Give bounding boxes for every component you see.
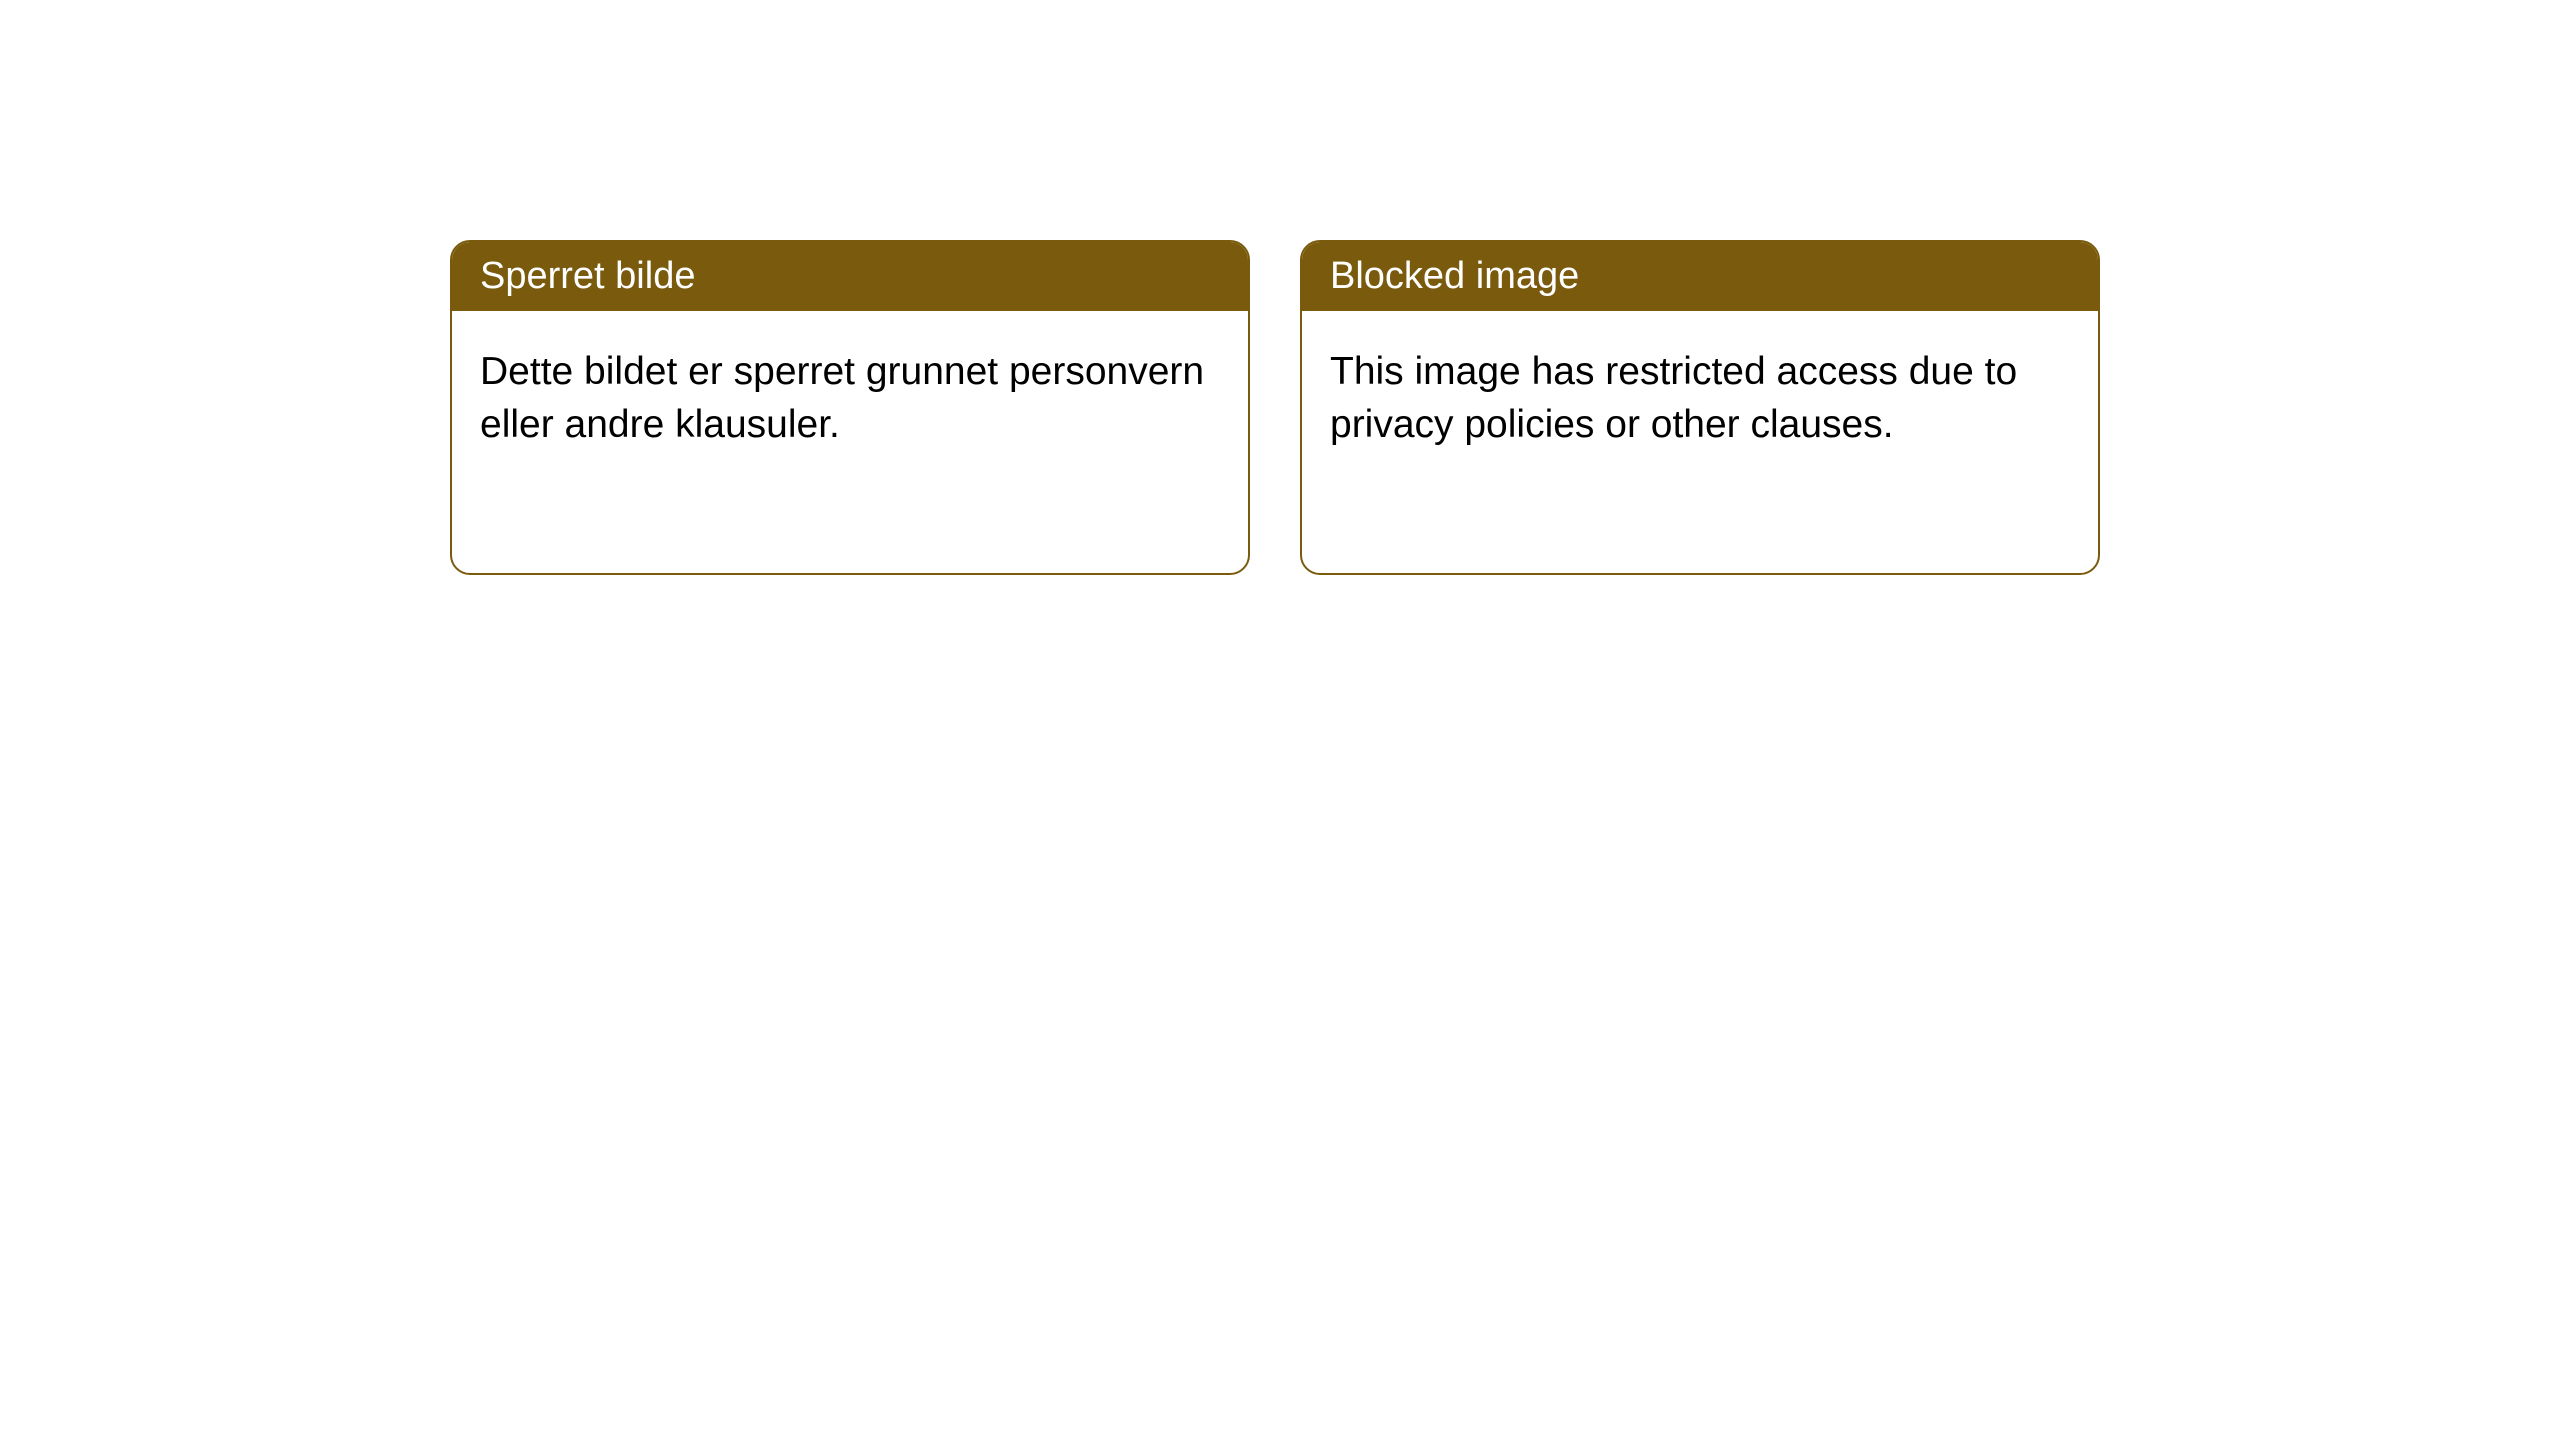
card-body: Dette bildet er sperret grunnet personve… — [452, 311, 1248, 486]
card-body-text: Dette bildet er sperret grunnet personve… — [480, 350, 1204, 446]
notice-card-english: Blocked image This image has restricted … — [1300, 240, 2100, 575]
card-header: Sperret bilde — [452, 242, 1248, 311]
card-header-text: Blocked image — [1330, 255, 1579, 297]
card-header-text: Sperret bilde — [480, 255, 695, 297]
notice-card-norwegian: Sperret bilde Dette bildet er sperret gr… — [450, 240, 1250, 575]
notice-container: Sperret bilde Dette bildet er sperret gr… — [450, 240, 2100, 575]
card-body: This image has restricted access due to … — [1302, 311, 2098, 486]
card-header: Blocked image — [1302, 242, 2098, 311]
card-body-text: This image has restricted access due to … — [1330, 350, 2017, 446]
